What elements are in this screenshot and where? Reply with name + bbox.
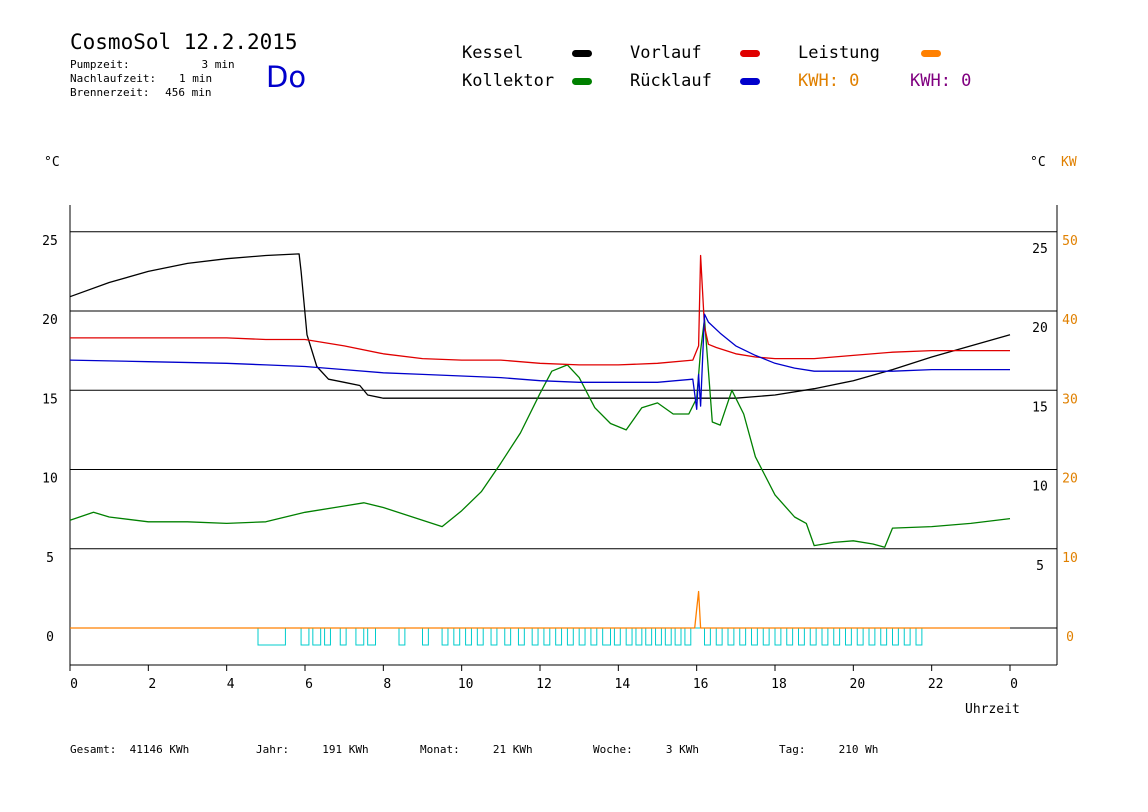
- footer-tag: Tag: 210 Wh: [779, 743, 879, 756]
- x-tick-label-9: 18: [771, 677, 787, 692]
- x-tick-label-2: 4: [227, 677, 235, 692]
- info-nachlaufzeit: Nachlaufzeit: 1 min: [70, 72, 213, 85]
- footer-gesamt: Gesamt: 41146 KWh: [70, 743, 190, 756]
- pump-activity-line: [70, 627, 1010, 646]
- legend-ruecklauf-swatch: [740, 78, 760, 85]
- y-tick-kw-20: 20: [1062, 472, 1078, 487]
- x-tick-label-12: 0: [1010, 677, 1018, 692]
- y-tick-kw-50: 50: [1062, 234, 1078, 249]
- x-tick-label-7: 14: [615, 677, 631, 692]
- y-tick-right-20: 20: [1032, 321, 1048, 336]
- x-tick-label-8: 16: [693, 677, 709, 692]
- right-axis-unit-kw: KW: [1061, 155, 1077, 170]
- legend-vorlauf: Vorlauf: [630, 43, 702, 63]
- legend-kwh-orange: KWH: 0: [798, 71, 860, 91]
- y-tick-right-15: 15: [1032, 400, 1048, 415]
- footer-monat: Monat: 21 KWh: [420, 743, 533, 756]
- y-tick-kw-30: 30: [1062, 392, 1078, 407]
- y-tick-left-10: 10: [42, 472, 58, 487]
- y-tick-kw-40: 40: [1062, 313, 1078, 328]
- x-tick-label-4: 8: [383, 677, 391, 692]
- x-axis-label: Uhrzeit: [965, 702, 1020, 717]
- x-tick-label-5: 10: [458, 677, 474, 692]
- info-pumpzeit: Pumpzeit: 3 min: [70, 58, 235, 71]
- y-tick-left-25: 25: [42, 234, 58, 249]
- series-line-leistung: [70, 590, 1010, 629]
- y-tick-right-25: 25: [1032, 242, 1048, 257]
- info-brennerzeit: Brennerzeit: 456 min: [70, 86, 212, 99]
- footer-woche: Woche: 3 KWh: [593, 743, 699, 756]
- x-tick-label-10: 20: [850, 677, 866, 692]
- y-tick-left-5: 5: [46, 551, 54, 566]
- series-line-vorlauf: [70, 254, 1010, 366]
- x-tick-label-6: 12: [536, 677, 552, 692]
- series-line-kessel: [69, 253, 1011, 399]
- legend-kwh-purple: KWH: 0: [910, 71, 972, 91]
- series-line-ruecklauf: [69, 313, 1010, 410]
- legend-kessel: Kessel: [462, 43, 524, 63]
- x-tick-label-3: 6: [305, 677, 313, 692]
- legend-kollektor-swatch: [572, 78, 592, 85]
- legend-vorlauf-swatch: [740, 50, 760, 57]
- right-axis-unit: °C: [1030, 155, 1046, 170]
- legend-kessel-swatch: [572, 50, 592, 57]
- legend-kollektor: Kollektor: [462, 71, 555, 91]
- y-tick-kw-0: 0: [1066, 630, 1074, 645]
- y-tick-left-0: 0: [46, 630, 54, 645]
- footer-jahr: Jahr: 191 KWh: [256, 743, 369, 756]
- legend-leistung: Leistung: [798, 43, 880, 63]
- legend-ruecklauf: Rücklauf: [630, 71, 712, 91]
- chart-title: CosmoSol 12.2.2015: [70, 30, 298, 54]
- x-tick-label-0: 0: [70, 677, 78, 692]
- weekday-label: Do: [266, 60, 307, 94]
- x-tick-label-1: 2: [148, 677, 156, 692]
- legend-leistung-swatch: [921, 50, 941, 57]
- y-tick-right-5: 5: [1036, 559, 1044, 574]
- y-tick-left-15: 15: [42, 392, 58, 407]
- left-axis-unit: °C: [44, 155, 60, 170]
- y-tick-right-10: 10: [1032, 480, 1048, 495]
- x-tick-label-11: 22: [928, 677, 944, 692]
- series-line-kollektor: [69, 318, 1011, 548]
- y-tick-kw-10: 10: [1062, 551, 1078, 566]
- y-tick-left-20: 20: [42, 313, 58, 328]
